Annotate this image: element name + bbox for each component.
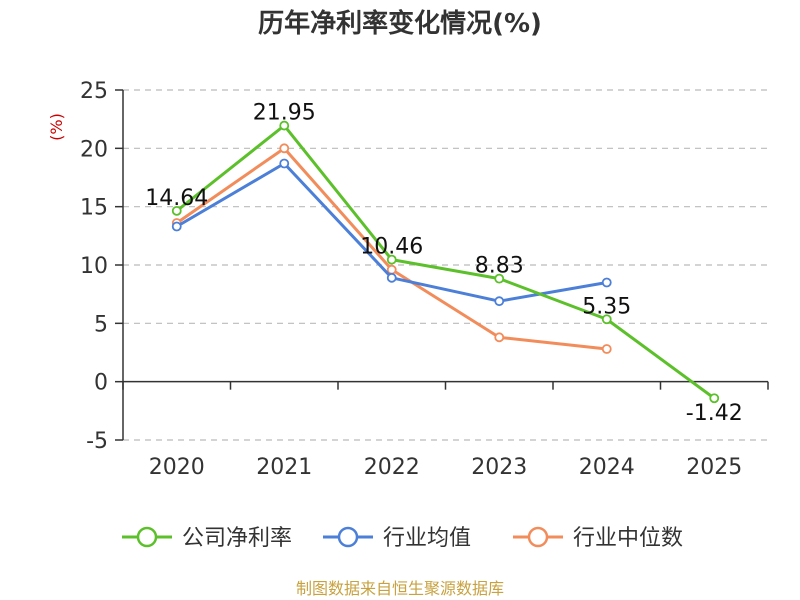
data-point — [386, 264, 397, 275]
legend-item-0[interactable]: 公司净利率 — [122, 526, 292, 551]
series-lines — [171, 120, 720, 404]
data-point — [494, 332, 505, 343]
data-point — [171, 221, 182, 232]
legend-item-2[interactable]: 行业中位数 — [513, 526, 683, 551]
legend-label: 行业均值 — [383, 526, 471, 551]
x-tick-label: 2024 — [579, 455, 635, 480]
data-point — [279, 158, 290, 169]
x-tick-label: 2023 — [471, 455, 527, 480]
y-tick-label: 15 — [80, 196, 108, 221]
legend-marker — [136, 526, 158, 548]
series-line-0 — [175, 124, 716, 400]
x-tick-label: 2020 — [149, 455, 205, 480]
source-note: 制图数据来自恒生聚源数据库 — [296, 579, 504, 598]
legend-item-1[interactable]: 行业均值 — [323, 526, 471, 551]
data-point — [601, 344, 612, 354]
x-tick-label: 2021 — [256, 455, 312, 480]
grid-lines — [123, 89, 768, 441]
y-tick-label: 5 — [94, 312, 108, 337]
data-point — [494, 296, 505, 307]
data-point — [494, 273, 505, 284]
legend-label: 行业中位数 — [573, 526, 683, 551]
data-label: 8.83 — [475, 254, 524, 279]
x-tick-label: 2025 — [686, 455, 742, 480]
data-point — [709, 393, 720, 404]
data-point — [386, 254, 397, 265]
data-point — [171, 205, 182, 216]
data-point — [601, 314, 612, 325]
y-tick-label: -5 — [86, 429, 108, 454]
chart-title: 历年净利率变化情况(%) — [258, 8, 542, 39]
y-tick-label: 0 — [94, 371, 108, 396]
legend-label: 公司净利率 — [182, 526, 292, 551]
data-point — [279, 143, 290, 154]
y-tick-label: 10 — [80, 254, 108, 279]
data-point — [279, 120, 290, 131]
data-label: 21.95 — [253, 101, 316, 126]
data-labels: 14.64 21.95 10.46 8.83 5.35 -1.42 — [145, 101, 742, 427]
legend[interactable]: 公司净利率 行业均值 行业中位数 — [122, 526, 683, 551]
y-tick-label: 20 — [80, 137, 108, 162]
y-tick-label: 25 — [80, 79, 108, 104]
data-point — [386, 272, 397, 283]
data-point — [601, 277, 612, 288]
legend-marker — [337, 526, 359, 548]
data-label: -1.42 — [686, 401, 743, 426]
data-label: 14.64 — [145, 186, 208, 211]
x-tick-label: 2022 — [364, 455, 420, 480]
data-label: 5.35 — [582, 294, 631, 319]
legend-marker — [527, 526, 549, 548]
y-axis-unit: (%) — [47, 113, 66, 141]
data-label: 10.46 — [360, 235, 423, 260]
